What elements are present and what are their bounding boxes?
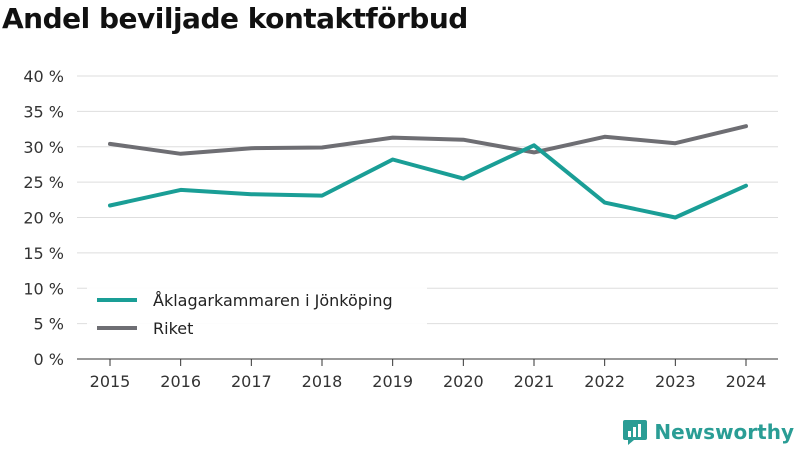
legend: Åklagarkammaren i Jönköping Riket [87,283,427,345]
x-tick-label: 2015 [90,372,131,391]
legend-label: Åklagarkammaren i Jönköping [153,291,393,310]
x-tick-label: 2023 [655,372,696,391]
legend-box [87,283,427,345]
series-lines [108,124,748,220]
x-axis: 2015 2016 2017 2018 2019 2020 2021 2022 2023 2024 [77,358,778,391]
x-tick-label: 2021 [514,372,555,391]
x-tick-label: 2017 [231,372,272,391]
series-line-riket [108,124,748,156]
x-tick-label: 2019 [372,372,413,391]
legend-label: Riket [153,319,193,338]
series-line-aklagarkammaren [108,143,748,220]
x-tick-label: 2016 [160,372,201,391]
y-tick-label: 15 % [23,244,64,263]
brand: Newsworthy [622,418,794,446]
brand-name: Newsworthy [654,420,794,444]
y-tick-label: 40 % [23,67,64,86]
y-tick-label: 10 % [23,279,64,298]
y-tick-label: 35 % [23,102,64,121]
y-tick-label: 5 % [34,315,64,334]
y-tick-label: 20 % [23,209,64,228]
y-tick-label: 30 % [23,138,64,157]
chart-title: Andel beviljade kontaktförbud [2,2,468,35]
newsworthy-logo-icon [623,420,648,445]
x-tick-label: 2020 [443,372,484,391]
y-tick-label: 0 % [34,350,64,369]
x-tick-label: 2022 [584,372,625,391]
x-tick-label: 2018 [302,372,343,391]
x-tick-label: 2024 [726,372,767,391]
y-tick-label: 25 % [23,173,64,192]
y-axis-ticks: 0 % 5 % 10 % 15 % 20 % 25 % 30 % 35 % 40 % [23,67,64,369]
